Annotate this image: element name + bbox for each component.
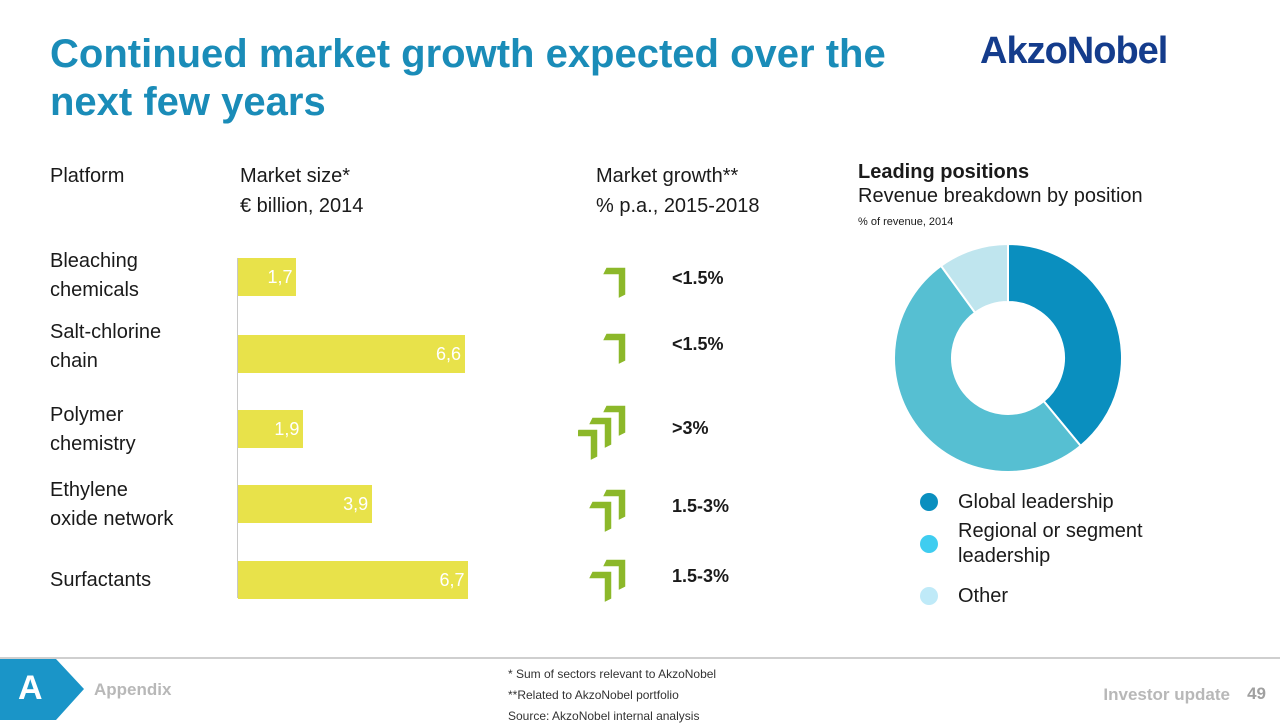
growth-arrow-icon-5 bbox=[586, 558, 627, 605]
leading-positions-unit: % of revenue, 2014 bbox=[858, 216, 954, 228]
growth-arrow-chevron bbox=[600, 488, 627, 523]
footer-divider bbox=[0, 657, 1280, 659]
legend-dot-other bbox=[920, 587, 938, 605]
bar-value-label-3: 1,9 bbox=[274, 419, 300, 439]
bar-value-label-2: 6,6 bbox=[436, 344, 462, 364]
bar-value-label-4: 3,9 bbox=[343, 494, 369, 514]
legend-dot-global bbox=[920, 493, 938, 511]
platform-header: Platform bbox=[50, 165, 125, 187]
growth-arrow-chevron bbox=[600, 332, 627, 367]
donut-slice-global bbox=[1007, 242, 1123, 448]
market-size-unit: € billion, 2014 bbox=[240, 195, 364, 217]
bar-3 bbox=[238, 410, 304, 448]
donut-slice-regional bbox=[893, 264, 1083, 473]
document-name: Investor update bbox=[1103, 685, 1230, 704]
market-size-header: Market size* bbox=[240, 165, 351, 187]
growth-arrow-chevron bbox=[586, 416, 613, 451]
market-growth-header: Market growth** bbox=[596, 165, 739, 187]
bar-5 bbox=[238, 561, 469, 599]
legend-label-global: Global leadership bbox=[958, 491, 1114, 513]
bar-4 bbox=[238, 485, 373, 523]
footnotes: * Sum of sectors relevant to AkzoNobel *… bbox=[508, 667, 717, 723]
akzonobel-logo: AkzoNobel bbox=[980, 30, 1168, 72]
growth-value-4: 1.5-3% bbox=[672, 496, 730, 516]
row-label-salt-chlorine: Salt-chlorine chain bbox=[50, 321, 162, 372]
growth-arrow-chevron bbox=[586, 500, 613, 535]
bar-1 bbox=[238, 258, 297, 296]
growth-arrow-chevron bbox=[600, 404, 627, 439]
bar-axis-line bbox=[237, 258, 238, 598]
growth-arrow-chevron bbox=[578, 428, 599, 463]
growth-value-5: 1.5-3% bbox=[672, 566, 730, 586]
leading-positions-title: Leading positions bbox=[858, 161, 1030, 183]
row-label-bleaching: Bleaching chemicals bbox=[50, 250, 139, 301]
growth-arrow-icon-2 bbox=[600, 332, 627, 367]
growth-value-3: >3% bbox=[672, 418, 709, 438]
leading-positions-subtitle: Revenue breakdown by position bbox=[858, 185, 1143, 207]
page-title: Continued market growth expected over th… bbox=[50, 32, 886, 124]
revenue-donut-chart bbox=[893, 242, 1123, 473]
growth-value-1: <1.5% bbox=[672, 268, 724, 288]
legend-label-regional: Regional or segment leadership bbox=[958, 520, 1143, 567]
legend-label-other: Other bbox=[958, 585, 1009, 607]
row-label-ethylene: Ethylene oxide network bbox=[50, 479, 174, 530]
growth-arrow-chevron bbox=[586, 570, 613, 605]
legend-dot-regional bbox=[920, 535, 938, 553]
row-label-surfactants: Surfactants bbox=[50, 569, 152, 591]
appendix-section-tab bbox=[0, 659, 84, 720]
section-letter: A bbox=[18, 669, 43, 707]
growth-arrow-icon-1 bbox=[600, 266, 627, 301]
bar-2 bbox=[238, 335, 466, 373]
bar-value-label-1: 1,7 bbox=[267, 267, 293, 287]
growth-arrow-chevron bbox=[600, 558, 627, 593]
bar-value-label-5: 6,7 bbox=[439, 570, 465, 590]
row-label-polymer: Polymer chemistry bbox=[50, 404, 136, 455]
donut-slice-other bbox=[939, 242, 1009, 315]
growth-arrow-icon-3 bbox=[578, 404, 627, 463]
market-growth-unit: % p.a., 2015-2018 bbox=[596, 195, 760, 217]
growth-arrow-chevron bbox=[600, 266, 627, 301]
section-name: Appendix bbox=[94, 680, 172, 699]
growth-value-2: <1.5% bbox=[672, 334, 724, 354]
growth-arrow-icon-4 bbox=[586, 488, 627, 535]
page-number: 49 bbox=[1247, 684, 1266, 703]
